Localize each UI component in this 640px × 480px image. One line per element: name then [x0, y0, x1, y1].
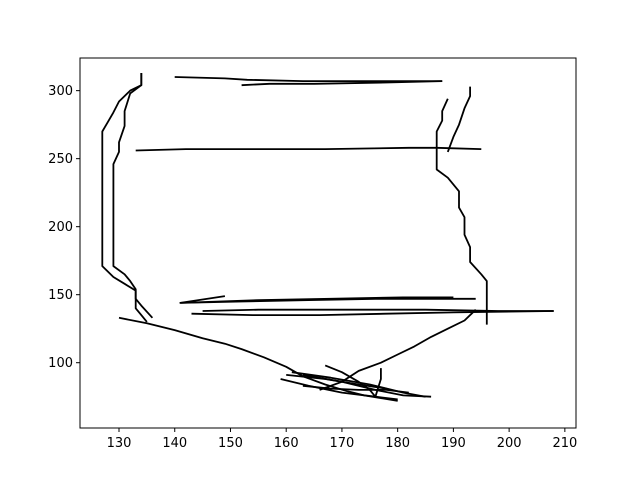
x-tick-label: 130: [107, 436, 132, 451]
series-line-10: [202, 308, 554, 312]
x-tick-label: 150: [218, 436, 243, 451]
series-line-6: [435, 98, 488, 325]
x-tick-label: 210: [552, 436, 577, 451]
series-line-16: [291, 371, 426, 398]
x-tick-label: 160: [274, 436, 299, 451]
series-line-4: [241, 80, 443, 87]
y-tick-label: 150: [48, 288, 73, 303]
series-line-19: [286, 374, 387, 390]
series-line-5: [446, 86, 472, 153]
x-axis: 130 140 150 160 170 180 190 200 210: [107, 428, 577, 451]
x-tick-label: 190: [441, 436, 466, 451]
y-tick-label: 200: [48, 220, 73, 235]
x-tick-label: 200: [497, 436, 522, 451]
series-line-12: [118, 316, 398, 402]
series-line-3: [174, 76, 443, 82]
series-line-18: [302, 384, 409, 394]
series-line-2: [112, 73, 148, 323]
series-line-15: [280, 378, 398, 401]
x-tick-label: 140: [162, 436, 187, 451]
series-line-11: [191, 310, 554, 317]
x-tick-label: 170: [330, 436, 355, 451]
y-tick-label: 300: [48, 84, 73, 99]
series-line-9: [180, 296, 454, 304]
series-line-7: [135, 146, 482, 152]
y-tick-label: 250: [48, 152, 73, 167]
y-tick-label: 100: [48, 356, 73, 371]
plot-lines: [101, 73, 554, 402]
series-line-1: [101, 73, 154, 319]
x-tick-label: 180: [385, 436, 410, 451]
y-axis: 100 150 200 250 300: [48, 84, 80, 371]
series-line-13: [319, 309, 477, 391]
axes-frame: [79, 57, 577, 429]
